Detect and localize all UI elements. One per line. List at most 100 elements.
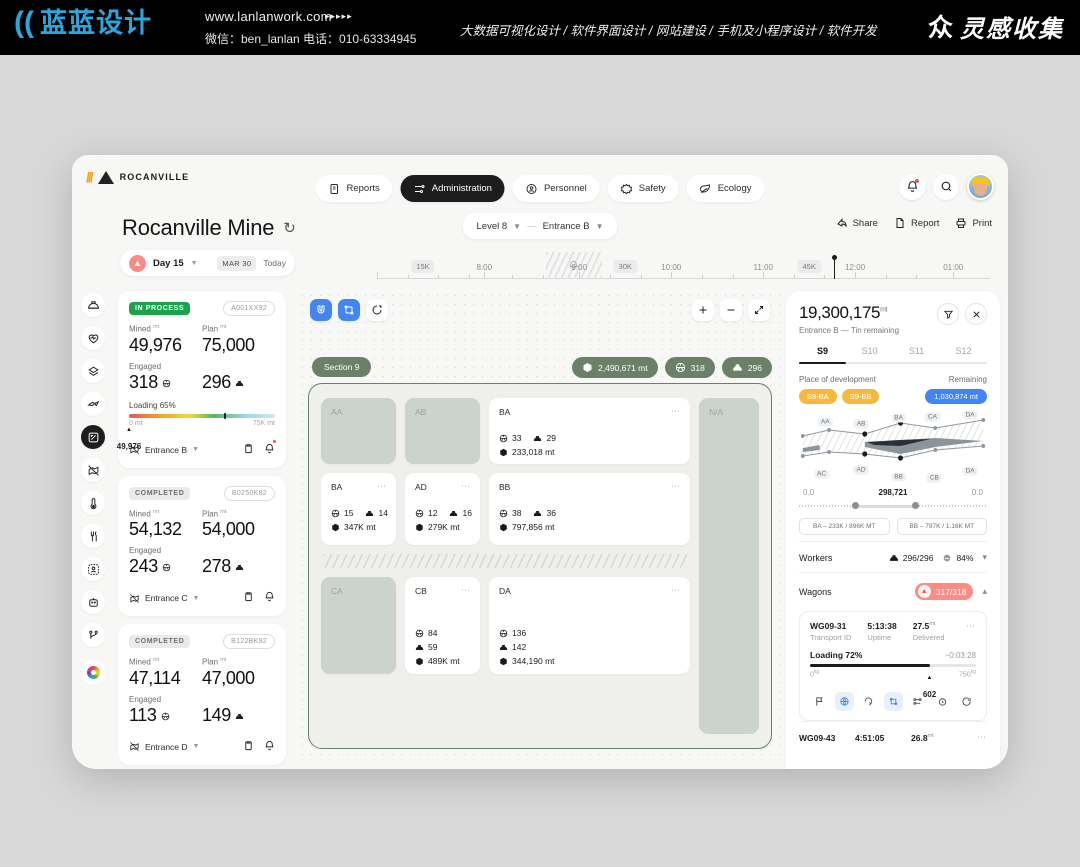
- wagon-scale-max: 750kg: [959, 669, 976, 679]
- rail-item-map-off[interactable]: [81, 458, 105, 482]
- wagons-row[interactable]: Wagons ▲ 317/318 ▴: [799, 572, 987, 609]
- alert-button[interactable]: [264, 589, 275, 607]
- expand-button[interactable]: [748, 299, 770, 321]
- tab-s10[interactable]: S10: [861, 346, 878, 356]
- cell-menu-icon[interactable]: ⋯: [671, 585, 681, 595]
- tab-administration[interactable]: Administration: [400, 175, 505, 202]
- details-panel: 19,300,175mt Entrance B — Tin remaining …: [786, 291, 1000, 769]
- path-nodes-tool-button[interactable]: [883, 692, 903, 711]
- search-button[interactable]: [933, 173, 959, 200]
- chevron-down-icon[interactable]: ▾: [982, 552, 987, 562]
- grid-cell-ba-2[interactable]: BA ⋯ 15 14: [321, 473, 396, 545]
- close-button[interactable]: [965, 303, 987, 325]
- cell-menu-icon[interactable]: ⋯: [671, 406, 681, 416]
- timer-icon: [938, 698, 946, 706]
- route-tool-button[interactable]: [859, 692, 878, 711]
- alert-button[interactable]: [264, 738, 275, 756]
- rail-item-scan-person[interactable]: [81, 557, 105, 581]
- range-slider[interactable]: [799, 502, 987, 510]
- grid-cell-ba-1[interactable]: BA ⋯ 33 29: [489, 398, 690, 464]
- rotate-tool-button[interactable]: [957, 692, 976, 711]
- rail-item-robot[interactable]: [81, 590, 105, 614]
- grid-cell-aa[interactable]: AA: [321, 398, 396, 464]
- shift-card[interactable]: COMPLETED B122BK92 Mined mt 47,114 Plan …: [118, 624, 286, 765]
- dev-tag-s9-bb[interactable]: S9-BB: [841, 389, 880, 404]
- brand-logo[interactable]: /// ROCANVILLE: [86, 169, 189, 185]
- shape-sync-tool-button[interactable]: [366, 299, 388, 321]
- wagon-card[interactable]: WG09-31 Transport ID 5:13:38 Uptime 27.5…: [799, 611, 987, 721]
- tab-s12[interactable]: S12: [955, 346, 972, 356]
- diagram-label-da-bottom: DA: [962, 466, 978, 476]
- share-button[interactable]: Share: [836, 217, 878, 229]
- mine-map-canvas[interactable]: Section 9 2,490,671 mt 318 296: [298, 291, 782, 761]
- chevron-down-icon[interactable]: ▼: [192, 594, 200, 602]
- grid-cell-ab[interactable]: AB: [405, 398, 480, 464]
- slider-knob-left[interactable]: [851, 502, 859, 509]
- timeline-current-marker[interactable]: [832, 255, 836, 279]
- tab-s9[interactable]: S9: [816, 346, 828, 356]
- tab-ecology[interactable]: Ecology: [686, 175, 765, 202]
- rail-item-color-wheel[interactable]: [81, 660, 105, 684]
- shift-card[interactable]: IN PROCESS A001XX92 Mined mt 49,976 Plan…: [117, 291, 286, 468]
- wagon-menu-icon[interactable]: ⋯: [977, 732, 987, 742]
- tab-safety[interactable]: Safety: [607, 175, 679, 202]
- dev-tag-s9-ba[interactable]: S9-BA: [799, 389, 837, 404]
- zoom-in-button[interactable]: [692, 299, 714, 321]
- grid-cell-da[interactable]: DA ⋯ 136: [489, 577, 690, 674]
- report-button[interactable]: Report: [894, 217, 939, 229]
- tab-reports[interactable]: Reports: [315, 175, 393, 202]
- cell-menu-icon[interactable]: ⋯: [461, 585, 471, 595]
- alert-button[interactable]: [264, 439, 276, 459]
- rail-item-map-edit[interactable]: [81, 425, 105, 449]
- wagon-row-next[interactable]: WG09-43 4:51:05 26.8mt ⋯: [799, 721, 987, 752]
- cross-section-diagram[interactable]: AA AB BA CA DA AC AD BB CB DA: [799, 410, 987, 483]
- notifications-button[interactable]: [899, 173, 925, 200]
- chevron-up-icon[interactable]: ▴: [982, 586, 987, 596]
- filter-button[interactable]: [937, 303, 959, 325]
- day-selector[interactable]: ▲ Day 15 ▼ MAR 30 Today: [120, 250, 295, 276]
- rail-item-branch[interactable]: [81, 623, 105, 647]
- tab-personnel[interactable]: Personnel: [512, 175, 600, 202]
- refresh-icon[interactable]: ↻: [283, 220, 296, 237]
- grid-cell-ad[interactable]: AD ⋯ 12 16: [405, 473, 480, 545]
- magnet-tool-button[interactable]: [310, 299, 332, 321]
- tab-s11[interactable]: S11: [908, 346, 925, 356]
- grid-cell-ca[interactable]: CA: [321, 577, 396, 674]
- chevron-down-icon[interactable]: ▼: [192, 446, 199, 454]
- cell-menu-icon[interactable]: ⋯: [671, 481, 681, 491]
- rail-item-health[interactable]: [81, 326, 105, 350]
- timer-tool-button[interactable]: [933, 692, 952, 711]
- split-tool-button[interactable]: [908, 692, 927, 711]
- globe-grid-tool-button[interactable]: [834, 692, 854, 711]
- timeline[interactable]: 15K 30K 45K 8:00 9:00 10:00 11:00 12:00 …: [377, 249, 990, 285]
- level-entrance-selector[interactable]: Level 8 ▼ — Entrance B ▼: [462, 213, 618, 239]
- grid-cell-na[interactable]: N/A: [699, 398, 759, 734]
- clipboard-button[interactable]: [243, 441, 254, 459]
- avatar[interactable]: [967, 173, 994, 200]
- cell-menu-icon[interactable]: ⋯: [377, 481, 387, 491]
- flag-tool-button[interactable]: [810, 692, 829, 711]
- slider-knob-right[interactable]: [911, 502, 919, 509]
- shift-card[interactable]: COMPLETED B0250K82 Mined mt 54,132 Plan …: [118, 475, 286, 617]
- chevron-down-icon[interactable]: ▼: [192, 743, 200, 751]
- legend-ba[interactable]: BA – 233K / 896K MT: [799, 518, 890, 535]
- rail-item-helmet[interactable]: [81, 293, 105, 317]
- grid-cell-cb[interactable]: CB ⋯ 84: [405, 577, 480, 674]
- rail-item-layers[interactable]: [81, 359, 105, 383]
- rail-item-drill[interactable]: [81, 392, 105, 416]
- engaged-workers: 149: [202, 705, 275, 726]
- rail-item-tools[interactable]: [81, 524, 105, 548]
- clipboard-button[interactable]: [243, 589, 254, 607]
- heart-pulse-icon: [88, 334, 98, 343]
- wagon-menu-icon[interactable]: ⋯: [966, 621, 976, 631]
- legend-bb[interactable]: BB – 797K / 1.16K MT: [896, 518, 987, 535]
- workers-pct: 84%: [942, 553, 973, 563]
- clipboard-button[interactable]: [243, 738, 254, 756]
- grid-cell-bb[interactable]: BB ⋯ 38 36: [489, 473, 690, 545]
- cell-menu-icon[interactable]: ⋯: [461, 481, 471, 491]
- workers-row[interactable]: Workers 296/296 84% ▾: [799, 541, 987, 572]
- print-button[interactable]: Print: [955, 217, 992, 229]
- rail-item-thermometer[interactable]: [81, 491, 105, 515]
- node-select-tool-button[interactable]: [338, 299, 360, 321]
- zoom-out-button[interactable]: [720, 299, 742, 321]
